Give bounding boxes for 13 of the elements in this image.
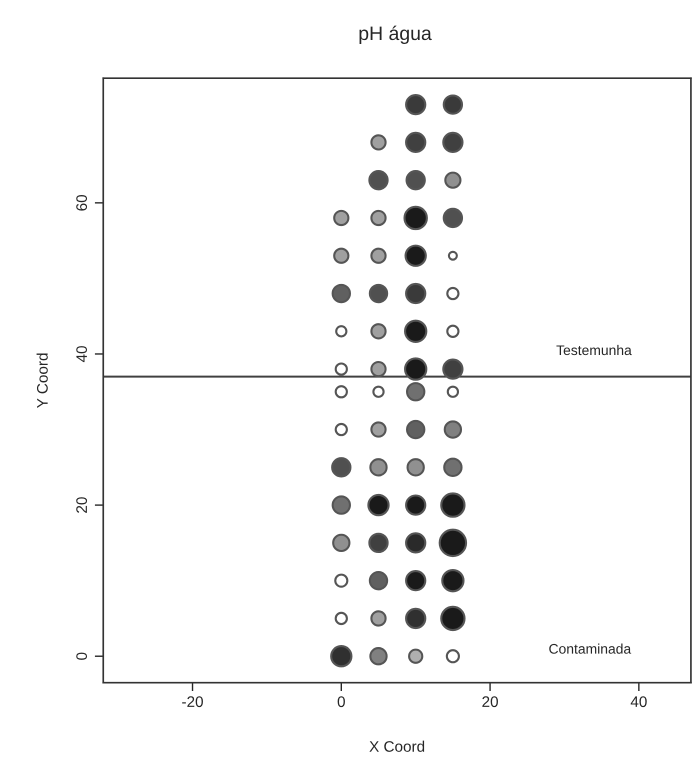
x-axis-title: X Coord bbox=[369, 740, 424, 752]
annotation: Contaminada bbox=[549, 644, 632, 654]
y-tick-label: 20 bbox=[76, 497, 88, 513]
x-tick-label: -20 bbox=[182, 696, 203, 708]
y-axis-title: Y Coord bbox=[36, 354, 48, 408]
y-tick-label: 0 bbox=[76, 652, 88, 660]
y-tick-label: 40 bbox=[76, 346, 88, 362]
x-tick-label: 20 bbox=[482, 696, 498, 708]
annotation: Testemunha bbox=[556, 344, 632, 356]
y-tick-label: 60 bbox=[76, 194, 88, 211]
x-tick-label: 40 bbox=[630, 696, 647, 708]
x-tick-label: 0 bbox=[338, 696, 345, 708]
chart-title: pH água bbox=[360, 26, 432, 44]
